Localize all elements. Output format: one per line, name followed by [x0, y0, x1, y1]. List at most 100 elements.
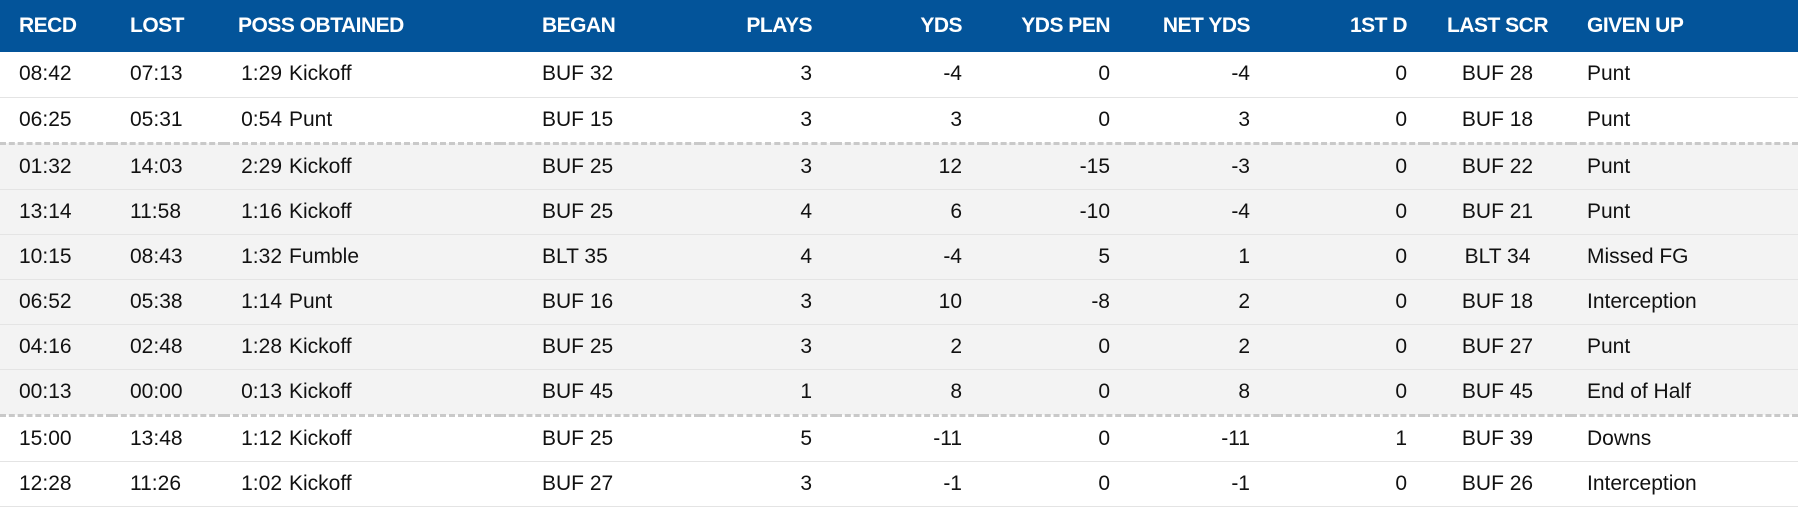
cell-last-scr: BUF 21	[1424, 189, 1571, 235]
cell-plays: 3	[700, 324, 836, 370]
cell-first-downs: 0	[1277, 461, 1424, 507]
cell-given-up: Punt	[1571, 324, 1798, 370]
cell-net-yds: 3	[1130, 97, 1277, 144]
cell-began: BUF 25	[500, 413, 700, 462]
cell-last-scr: BUF 28	[1424, 52, 1571, 98]
table-row: 08:42 07:13 1:29 Kickoff BUF 32 3 -4 0 -4…	[0, 52, 1798, 98]
cell-yds: 3	[836, 97, 983, 144]
cell-last-scr: BUF 22	[1424, 141, 1571, 190]
cell-net-yds: 2	[1130, 279, 1277, 325]
cell-given-up: End of Half	[1571, 369, 1798, 416]
cell-net-yds: -11	[1130, 413, 1277, 462]
cell-poss-time: 1:02	[241, 471, 282, 495]
cell-last-scr: BUF 26	[1424, 461, 1571, 507]
cell-lost: 05:31	[112, 97, 224, 144]
column-header-given-up: GIVEN UP	[1587, 14, 1684, 37]
cell-lost: 13:48	[112, 413, 224, 462]
table-row: 01:32 14:03 2:29 Kickoff BUF 25 3 12 -15 …	[0, 141, 1798, 190]
cell-poss-obtained: 1:32 Fumble	[224, 234, 500, 280]
cell-first-downs: 0	[1277, 97, 1424, 144]
cell-yds: -1	[836, 461, 983, 507]
cell-poss-obtained: 1:29 Kickoff	[224, 52, 500, 98]
cell-poss-obtained: 1:16 Kickoff	[224, 189, 500, 235]
cell-began: BUF 16	[500, 279, 700, 325]
cell-first-downs: 0	[1277, 324, 1424, 370]
cell-obtained: Kickoff	[289, 154, 352, 178]
cell-lost: 00:00	[112, 369, 224, 416]
table-row: 04:16 02:48 1:28 Kickoff BUF 25 3 2 0 2 0…	[0, 324, 1798, 370]
cell-began: BUF 25	[500, 189, 700, 235]
cell-lost: 11:26	[112, 461, 224, 507]
cell-lost: 11:58	[112, 189, 224, 235]
cell-lost: 02:48	[112, 324, 224, 370]
cell-poss-time: 0:13	[241, 379, 282, 403]
cell-obtained: Kickoff	[289, 426, 352, 450]
cell-recd: 06:52	[0, 279, 112, 325]
cell-began: BUF 25	[500, 324, 700, 370]
cell-obtained: Punt	[289, 289, 333, 313]
cell-poss-obtained: 1:12 Kickoff	[224, 413, 500, 462]
column-header-last-scr: LAST SCR	[1447, 14, 1549, 37]
cell-plays: 1	[700, 369, 836, 416]
cell-net-yds: -4	[1130, 52, 1277, 98]
cell-yds: 8	[836, 369, 983, 416]
cell-first-downs: 1	[1277, 413, 1424, 462]
cell-plays: 5	[700, 413, 836, 462]
cell-obtained: Kickoff	[289, 471, 352, 495]
cell-began: BUF 15	[500, 97, 700, 144]
cell-yds-pen: 0	[983, 52, 1130, 98]
cell-last-scr: BLT 34	[1424, 234, 1571, 280]
cell-yds: -4	[836, 52, 983, 98]
cell-yds-pen: 0	[983, 324, 1130, 370]
table-row: 06:25 05:31 0:54 Punt BUF 15 3 3 0 3 0 BU…	[0, 97, 1798, 144]
table-row: 06:52 05:38 1:14 Punt BUF 16 3 10 -8 2 0 …	[0, 279, 1798, 325]
cell-lost: 05:38	[112, 279, 224, 325]
cell-recd: 12:28	[0, 461, 112, 507]
cell-lost: 08:43	[112, 234, 224, 280]
cell-given-up: Punt	[1571, 189, 1798, 235]
column-header-poss-obtained: POSS OBTAINED	[238, 14, 404, 37]
cell-given-up: Interception	[1571, 279, 1798, 325]
cell-obtained: Fumble	[289, 244, 360, 268]
cell-poss-time: 2:29	[241, 154, 282, 178]
cell-yds: 2	[836, 324, 983, 370]
cell-net-yds: 8	[1130, 369, 1277, 416]
cell-plays: 3	[700, 461, 836, 507]
cell-yds: 10	[836, 279, 983, 325]
cell-first-downs: 0	[1277, 369, 1424, 416]
cell-yds: -11	[836, 413, 983, 462]
cell-yds: 6	[836, 189, 983, 235]
cell-last-scr: BUF 18	[1424, 279, 1571, 325]
cell-yds-pen: 0	[983, 461, 1130, 507]
cell-obtained: Kickoff	[289, 379, 352, 403]
cell-net-yds: 2	[1130, 324, 1277, 370]
cell-recd: 10:15	[0, 234, 112, 280]
column-header-first-downs: 1ST D	[1349, 14, 1408, 37]
cell-poss-obtained: 2:29 Kickoff	[224, 141, 500, 190]
cell-began: BUF 32	[500, 52, 700, 98]
cell-poss-obtained: 1:14 Punt	[224, 279, 500, 325]
column-header-lost: LOST	[130, 14, 185, 37]
cell-yds-pen: 5	[983, 234, 1130, 280]
cell-poss-obtained: 0:54 Punt	[224, 97, 500, 144]
table-row: 12:28 11:26 1:02 Kickoff BUF 27 3 -1 0 -1…	[0, 461, 1798, 507]
cell-yds: -4	[836, 234, 983, 280]
cell-recd: 13:14	[0, 189, 112, 235]
cell-plays: 4	[700, 189, 836, 235]
cell-given-up: Punt	[1571, 52, 1798, 98]
cell-recd: 01:32	[0, 141, 112, 190]
cell-poss-time: 1:16	[241, 199, 282, 223]
cell-poss-time: 1:28	[241, 334, 282, 358]
cell-obtained: Kickoff	[289, 62, 352, 86]
cell-poss-time: 1:32	[241, 244, 282, 268]
table-row: 10:15 08:43 1:32 Fumble BLT 35 4 -4 5 1 0…	[0, 234, 1798, 280]
column-header-net-yds: NET YDS	[1162, 14, 1251, 37]
cell-last-scr: BUF 39	[1424, 413, 1571, 462]
cell-recd: 00:13	[0, 369, 112, 416]
cell-poss-time: 1:12	[241, 426, 282, 450]
table-header-row: RECD LOST POSS OBTAINED BEGAN PLAYS YDS …	[0, 0, 1798, 52]
cell-given-up: Missed FG	[1571, 234, 1798, 280]
column-header-plays: PLAYS	[746, 14, 812, 37]
cell-recd: 06:25	[0, 97, 112, 144]
